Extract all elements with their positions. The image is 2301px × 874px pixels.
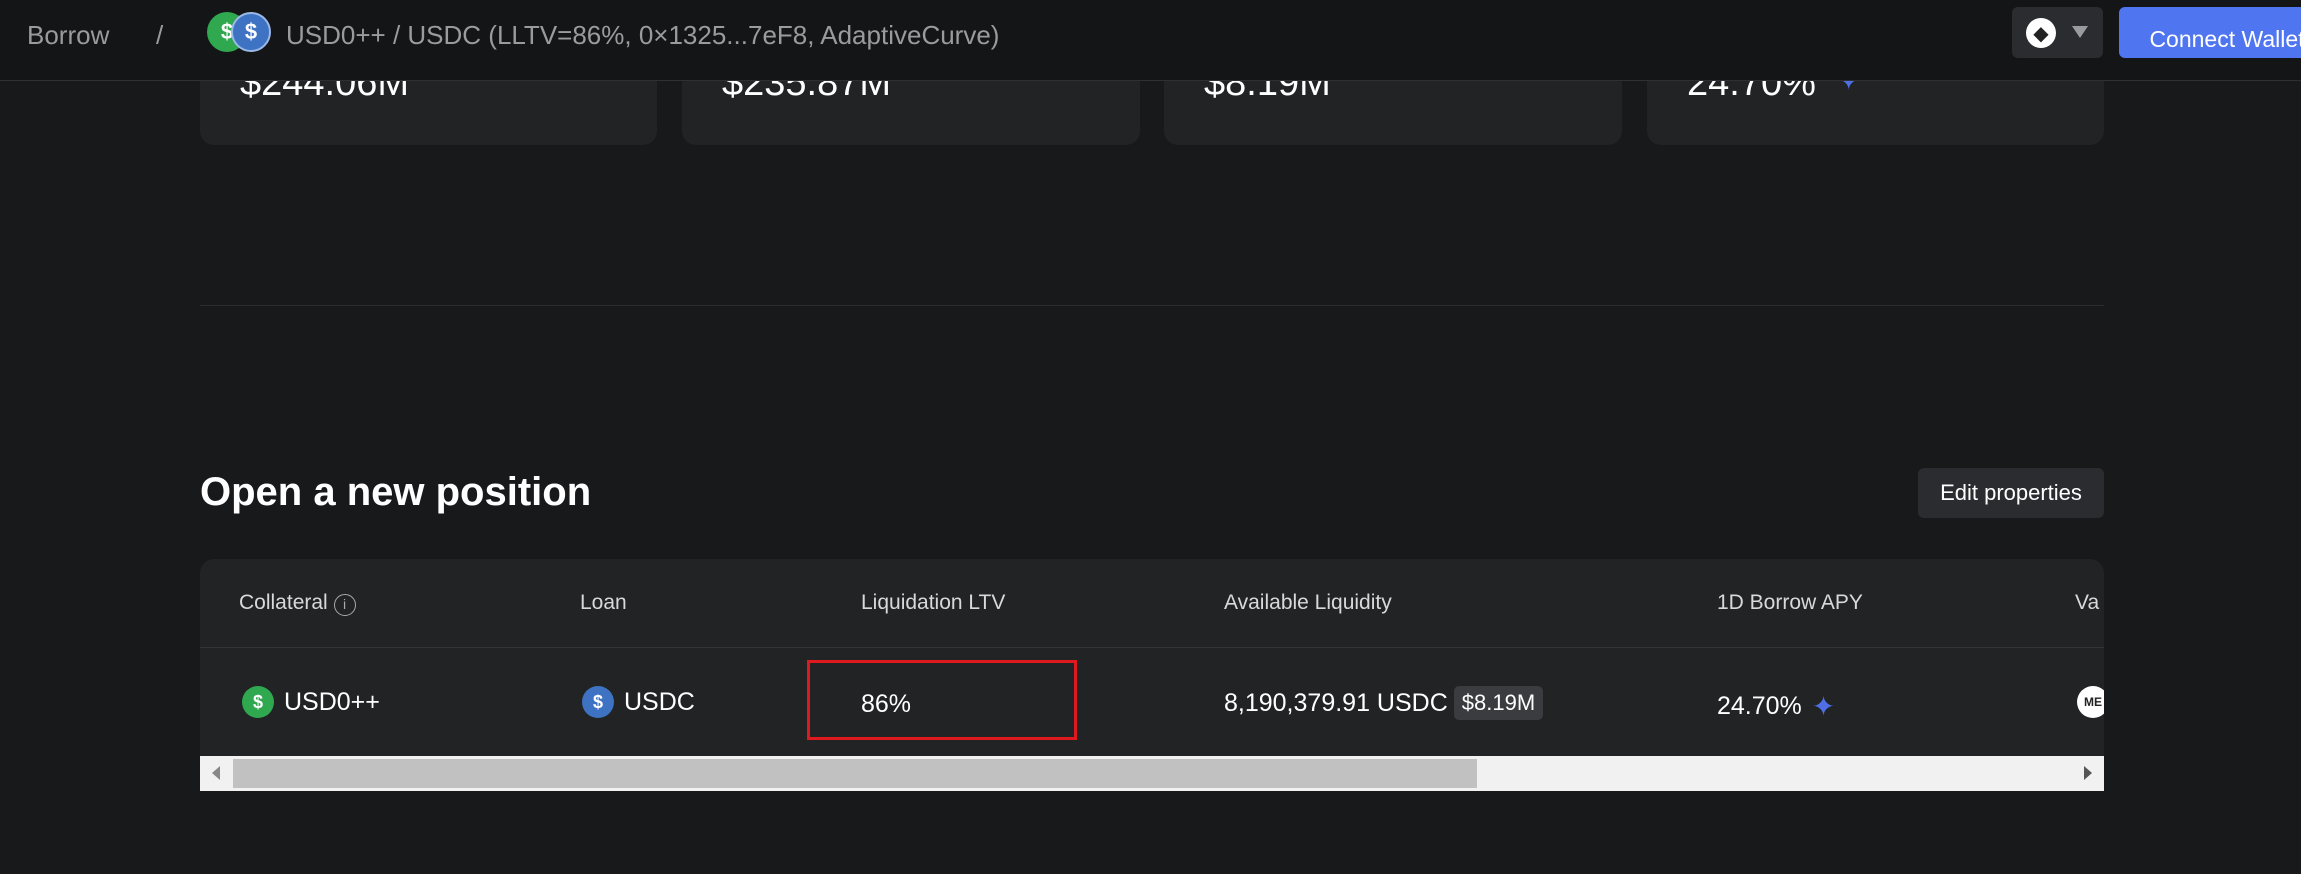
edit-properties-button[interactable]: Edit properties [1918,468,2104,518]
usdc-icon: $ [231,12,271,52]
market-title: USD0++ / USDC (LLTV=86%, 0×1325...7eF8, … [286,20,1000,50]
top-bar: Borrow / $ $ USD0++ / USDC (LLTV=86%, 0×… [0,0,2301,81]
header-available-liquidity[interactable]: Available Liquidity [1224,591,1392,614]
lltv-value: 86% [861,690,912,718]
sparkle-icon: ✦ [1811,691,1836,722]
usdc-icon: $ [582,686,614,718]
header-vault[interactable]: Va [2075,591,2100,614]
apy-value: 24.70% [1717,692,1802,720]
network-selector[interactable]: ◆ [2012,7,2103,58]
chevron-down-icon [2072,26,2088,38]
scroll-right-arrow[interactable] [2084,766,2092,780]
scroll-left-arrow[interactable] [212,766,220,780]
usd0-icon: $ [242,686,274,718]
divider [200,647,2104,648]
header-liquidation-ltv[interactable]: Liquidation LTV [861,591,1006,614]
header-collateral: Collateral i [239,591,356,616]
highlight-box [807,660,1077,740]
section-title: Open a new position [200,470,592,514]
liquidity-value: 8,190,379.91 USDC [1224,688,1448,717]
vault-icon: ME [2077,686,2104,718]
liquidity-usd-badge: $8.19M [1453,686,1544,720]
market-pair-icon: $ $ [207,12,277,56]
header-loan[interactable]: Loan [580,591,627,614]
collateral-value: USD0++ [284,687,380,716]
info-icon[interactable]: i [333,594,356,616]
breadcrumb-borrow[interactable]: Borrow [27,20,110,50]
divider [200,305,2104,306]
connect-wallet-button[interactable]: Connect Wallet [2119,7,2301,58]
breadcrumb-separator: / [156,20,164,50]
scrollbar-thumb[interactable] [233,759,1477,788]
ethereum-icon: ◆ [2026,18,2056,48]
positions-table: Collateral i Loan Liquidation LTV Availa… [200,559,2104,791]
header-borrow-apy[interactable]: 1D Borrow APY [1717,591,1863,614]
loan-value: USDC [624,687,695,716]
horizontal-scrollbar[interactable] [200,756,2104,791]
